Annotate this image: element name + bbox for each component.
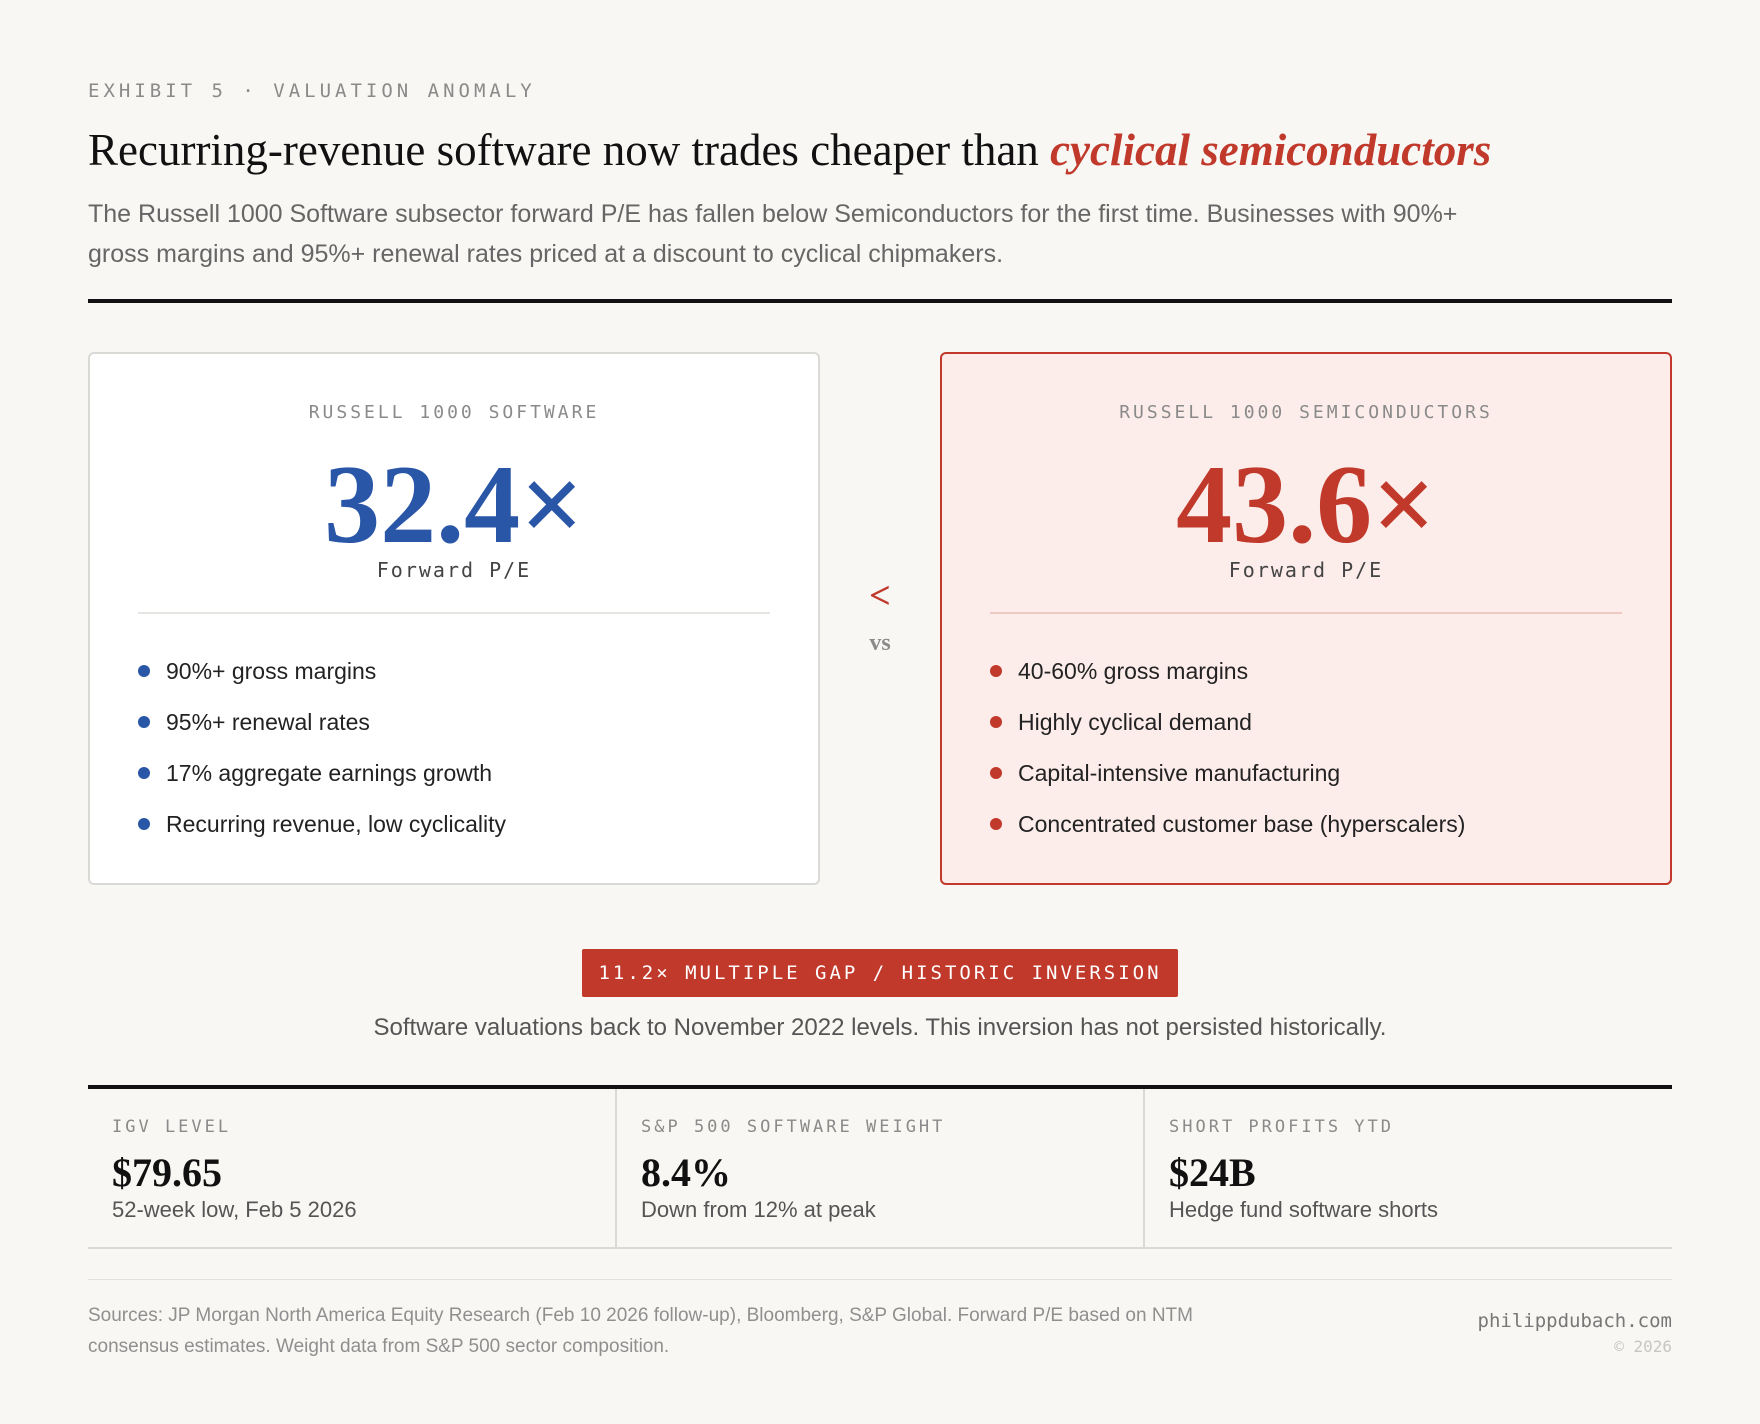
list-item: Concentrated customer base (hyperscalers… bbox=[990, 809, 1465, 860]
stat-igv-level: IGV LEVEL $79.65 52-week low, Feb 5 2026 bbox=[88, 1089, 616, 1247]
page-title: Recurring-revenue software now trades ch… bbox=[88, 124, 1672, 176]
list-item: 90%+ gross margins bbox=[138, 656, 506, 707]
bullet-text: 40-60% gross margins bbox=[1018, 658, 1249, 684]
bullet-text: 17% aggregate earnings growth bbox=[166, 760, 493, 786]
stat-value: $79.65 bbox=[112, 1150, 222, 1195]
gap-note: Software valuations back to November 202… bbox=[373, 1014, 1387, 1041]
semiconductors-bullet-list: 40-60% gross margins Highly cyclical dem… bbox=[990, 656, 1465, 860]
stat-label: SHORT PROFITS YTD bbox=[1169, 1117, 1394, 1137]
less-than-operator: < bbox=[869, 575, 891, 617]
stats-row: IGV LEVEL $79.65 52-week low, Feb 5 2026… bbox=[88, 1089, 1672, 1249]
stat-software-weight: S&P 500 SOFTWARE WEIGHT 8.4% Down from 1… bbox=[615, 1089, 1143, 1247]
software-pe-value: 32.4× bbox=[324, 443, 584, 567]
bullet-dot-icon bbox=[990, 665, 1002, 677]
list-item: 17% aggregate earnings growth bbox=[138, 758, 506, 809]
software-bullet-list: 90%+ gross margins 95%+ renewal rates 17… bbox=[138, 656, 506, 860]
bullet-text: 95%+ renewal rates bbox=[166, 709, 370, 735]
subhead: The Russell 1000 Software subsector forw… bbox=[88, 200, 1458, 268]
stat-note: Down from 12% at peak bbox=[641, 1197, 876, 1222]
copyright: © 2026 bbox=[1614, 1337, 1672, 1356]
exhibit: EXHIBIT 5 · VALUATION ANOMALY Recurring-… bbox=[88, 0, 1672, 1424]
bullet-dot-icon bbox=[990, 818, 1002, 830]
software-label: RUSSELL 1000 SOFTWARE bbox=[308, 402, 600, 423]
site-link[interactable]: philippdubach.com bbox=[1477, 1310, 1672, 1332]
list-item: Highly cyclical demand bbox=[990, 707, 1465, 758]
list-item: 40-60% gross margins bbox=[990, 656, 1465, 707]
bullet-text: Capital-intensive manufacturing bbox=[1018, 760, 1341, 786]
list-item: Recurring revenue, low cyclicality bbox=[138, 809, 506, 860]
stat-value: 8.4% bbox=[641, 1150, 731, 1195]
semiconductors-label: RUSSELL 1000 SEMICONDUCTORS bbox=[1119, 402, 1493, 423]
stat-label: S&P 500 SOFTWARE WEIGHT bbox=[641, 1117, 946, 1137]
stat-short-profits: SHORT PROFITS YTD $24B Hedge fund softwa… bbox=[1143, 1089, 1671, 1247]
stat-label: IGV LEVEL bbox=[112, 1117, 232, 1137]
header-rule bbox=[88, 299, 1672, 303]
bullet-dot-icon bbox=[990, 767, 1002, 779]
bullet-text: Recurring revenue, low cyclicality bbox=[166, 811, 507, 837]
headline-accent: cyclical semiconductors bbox=[1050, 125, 1492, 175]
bullet-dot-icon bbox=[138, 767, 150, 779]
stat-note: Hedge fund software shorts bbox=[1169, 1197, 1439, 1222]
vs-label: vs bbox=[869, 630, 891, 656]
exhibit-eyebrow: EXHIBIT 5 · VALUATION ANOMALY bbox=[88, 80, 536, 102]
bullet-dot-icon bbox=[990, 716, 1002, 728]
bullet-dot-icon bbox=[138, 665, 150, 677]
bullet-dot-icon bbox=[138, 716, 150, 728]
list-item: Capital-intensive manufacturing bbox=[990, 758, 1465, 809]
bullet-dot-icon bbox=[138, 818, 150, 830]
semiconductors-card: RUSSELL 1000 SEMICONDUCTORS 43.6× Forwar… bbox=[940, 352, 1672, 885]
list-item: 95%+ renewal rates bbox=[138, 707, 506, 758]
footer-rule bbox=[88, 1279, 1672, 1280]
stat-note: 52-week low, Feb 5 2026 bbox=[112, 1197, 357, 1222]
bullet-text: Concentrated customer base (hyperscalers… bbox=[1018, 811, 1466, 837]
software-metric-label: Forward P/E bbox=[376, 558, 532, 582]
sources-note: Sources: JP Morgan North America Equity … bbox=[88, 1305, 1193, 1357]
bullet-text: Highly cyclical demand bbox=[1018, 709, 1252, 735]
headline-plain: Recurring-revenue software now trades ch… bbox=[88, 125, 1051, 175]
semiconductors-metric-label: Forward P/E bbox=[1228, 558, 1384, 582]
multiple-gap-badge: 11.2× MULTIPLE GAP / HISTORIC INVERSION bbox=[582, 949, 1178, 997]
stat-value: $24B bbox=[1169, 1150, 1256, 1195]
semiconductors-divider bbox=[990, 612, 1622, 614]
semiconductors-pe-value: 43.6× bbox=[1176, 443, 1436, 567]
bullet-text: 90%+ gross margins bbox=[166, 658, 377, 684]
software-divider bbox=[138, 612, 770, 614]
software-card: RUSSELL 1000 SOFTWARE 32.4× Forward P/E … bbox=[88, 352, 820, 885]
stats-rule bbox=[88, 1085, 1672, 1089]
